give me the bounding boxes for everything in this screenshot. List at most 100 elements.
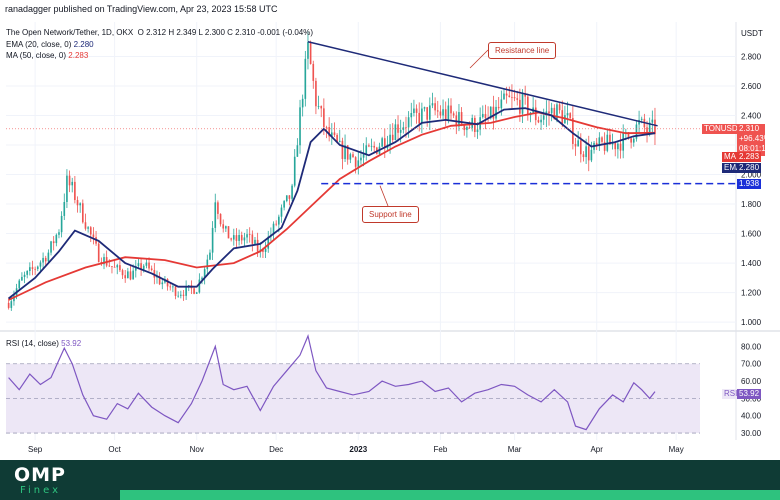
candle-body [590, 149, 593, 161]
candle-body [622, 132, 625, 151]
candle-body [436, 110, 439, 112]
candle-body [217, 202, 219, 214]
candle-body [148, 262, 150, 269]
candle-body [29, 267, 31, 271]
candle-body [579, 140, 582, 155]
candle-body [76, 200, 79, 206]
candle-body [140, 263, 142, 270]
candle-body [577, 140, 579, 147]
candle-body [230, 238, 232, 240]
candle-body [458, 112, 460, 127]
candle-body [296, 145, 299, 157]
candle-body [521, 93, 524, 114]
footer-stripe [120, 490, 780, 500]
candle-body [466, 126, 468, 131]
candle-body [617, 143, 619, 150]
candle-body [519, 99, 521, 114]
candle-body [34, 268, 36, 270]
candle-body [111, 266, 113, 267]
candle-body [301, 98, 304, 108]
candle-body [330, 132, 333, 137]
candle-body [370, 145, 373, 147]
candle-body [325, 127, 328, 128]
candle-body [508, 95, 511, 97]
candle-body [180, 294, 182, 296]
chart-canvas: 1.0001.2001.4001.6001.8002.0002.2002.400… [0, 22, 780, 454]
legend-symbol-row: The Open Network/Tether, 1D, OKX O 2.312… [6, 28, 313, 37]
price-tick-label: 1.600 [741, 230, 762, 239]
candle-body [113, 266, 116, 268]
candle-body [537, 120, 540, 123]
rsi-tick-label: 30.00 [741, 429, 762, 438]
candle-body [426, 107, 428, 120]
candle-body [227, 226, 230, 239]
candle-body [26, 270, 29, 275]
candle-body [492, 106, 495, 119]
candle-body [349, 154, 352, 160]
rsi-axis-tag: RSI [722, 389, 740, 399]
candle-body [405, 127, 407, 129]
candle-body [444, 109, 447, 120]
legend-symbol: The Open Network/Tether, 1D, OKX [6, 28, 134, 37]
candle-body [63, 201, 66, 216]
candle-body [142, 265, 145, 270]
candle-body [648, 122, 651, 133]
candle-body [569, 113, 572, 118]
candle-body [352, 154, 354, 158]
candle-body [89, 227, 92, 235]
candle-body [74, 181, 76, 201]
candle-body [288, 195, 291, 199]
candle-body [513, 97, 516, 99]
top-bar: ranadagger published on TradingView.com,… [0, 0, 780, 22]
legend-ema-value: 2.280 [73, 40, 94, 49]
candle-body [71, 181, 74, 186]
legend-ema-row: EMA (20, close, 0) 2.280 [6, 40, 94, 49]
candle-body [397, 124, 399, 133]
candle-body [225, 226, 227, 229]
legend-ema-label: EMA (20, close, 0) [6, 40, 72, 49]
candle-body [611, 143, 614, 145]
candle-body [158, 276, 161, 285]
brand-logo-sub: Finex [20, 485, 62, 496]
candle-body [333, 132, 336, 135]
candle-body [407, 117, 410, 128]
price-tick-label: 2.600 [741, 82, 762, 91]
candle-body [354, 157, 357, 167]
candle-body [391, 134, 394, 140]
candle-body [246, 234, 248, 238]
candle-body [320, 106, 323, 109]
candle-body [256, 239, 259, 252]
rsi-band-layer [6, 363, 700, 434]
candle-body [497, 106, 500, 109]
candle-body [254, 239, 256, 244]
candle-body [198, 279, 201, 293]
candle-body [627, 132, 630, 139]
candle-body [243, 237, 246, 241]
candle-body [619, 143, 622, 151]
candle-body [601, 137, 603, 142]
candle-body [484, 113, 487, 119]
candle-body [103, 257, 105, 265]
candle-body [582, 154, 585, 158]
candle-body [206, 259, 209, 270]
candle-body [336, 134, 338, 142]
candle-body [283, 201, 285, 208]
candle-body [132, 270, 134, 280]
candle-body [267, 236, 270, 249]
candle-body [50, 241, 52, 253]
candle-body [317, 106, 320, 107]
price-tick-label: 1.400 [741, 259, 762, 268]
candle-body [211, 227, 214, 253]
candle-body [439, 111, 442, 116]
candle-body [489, 106, 492, 119]
support-line-callout: Support line [362, 206, 419, 223]
time-tick-label: Oct [108, 445, 121, 454]
candle-body [174, 286, 177, 296]
candle-body [7, 302, 10, 308]
candle-body [10, 301, 13, 308]
candle-body [452, 113, 455, 116]
candle-body [60, 215, 63, 233]
footer-bar: OMP Finex [0, 460, 780, 500]
price-tick-label: 2.000 [741, 171, 762, 180]
candle-body [187, 285, 190, 287]
